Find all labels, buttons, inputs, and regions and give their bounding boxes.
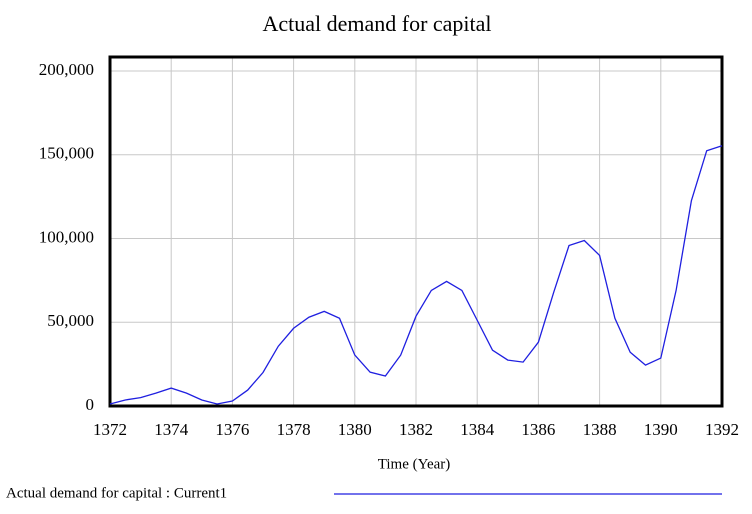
x-tick-label: 1388 [583,420,617,439]
x-tick-label: 1392 [705,420,739,439]
x-tick-label: 1382 [399,420,433,439]
x-tick-label: 1376 [215,420,249,439]
x-tick-label: 1374 [154,420,189,439]
legend-label: Actual demand for capital : Current1 [6,485,227,501]
x-tick-label: 1384 [460,420,495,439]
x-tick-label: 1386 [521,420,555,439]
y-tick-label: 100,000 [39,227,94,246]
plot-frame [108,55,724,408]
x-tick-label: 1390 [644,420,678,439]
y-tick-label: 200,000 [39,60,94,79]
y-tick-label: 150,000 [39,144,94,163]
data-line [109,145,723,405]
x-tick-label: 1378 [277,420,311,439]
x-tick-label: 1372 [93,420,127,439]
chart-title: Actual demand for capital [262,11,491,36]
x-tick-label: 1380 [338,420,372,439]
x-axis-label: Time (Year) [378,456,451,472]
y-tick-label: 50,000 [47,311,94,330]
y-tick-label: 0 [86,395,95,414]
